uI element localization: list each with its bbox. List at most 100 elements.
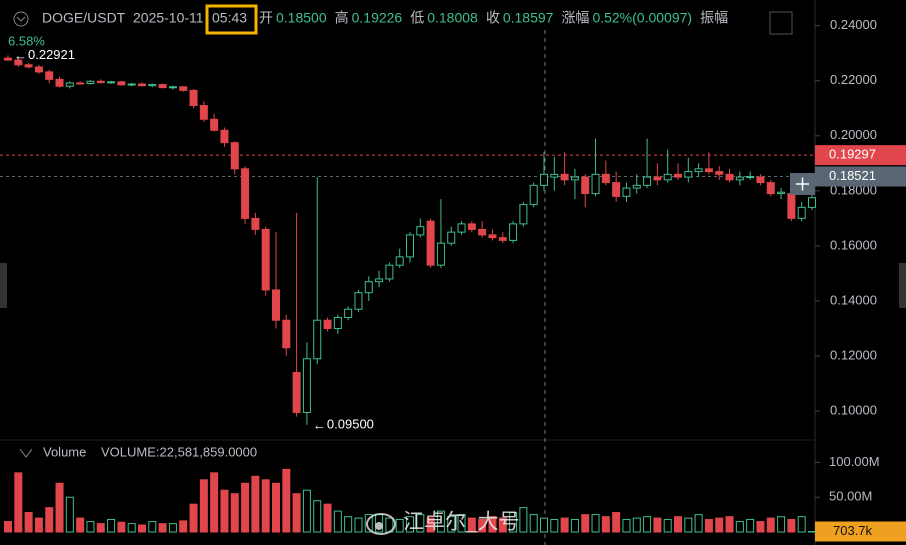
plot: 0.240000.220000.200000.180000.160000.140… bbox=[0, 17, 906, 542]
volume-bar bbox=[746, 518, 755, 533]
volume-bar bbox=[158, 523, 167, 533]
time: 05:43 bbox=[212, 10, 247, 26]
candle-body bbox=[756, 176, 765, 184]
legend-value: 0.52%(0.00097) bbox=[592, 10, 692, 26]
volume-bar bbox=[467, 517, 476, 533]
volume-bar bbox=[808, 531, 816, 533]
y-tick-label: 0.24000 bbox=[830, 17, 877, 32]
extreme-label: 0.09500 bbox=[327, 416, 374, 431]
volume-bar bbox=[148, 521, 157, 533]
left-tab[interactable] bbox=[0, 263, 7, 308]
volume-bar bbox=[663, 518, 672, 533]
candle-body bbox=[498, 237, 507, 241]
candle-body bbox=[168, 86, 177, 89]
volume-bar bbox=[540, 517, 548, 533]
candle-body bbox=[45, 71, 54, 80]
candle-body bbox=[570, 176, 579, 181]
volume-bar bbox=[735, 521, 744, 533]
candle-body bbox=[333, 316, 342, 329]
volume-badge bbox=[815, 521, 906, 542]
candle-body bbox=[674, 173, 682, 178]
date: 2025-10-11 bbox=[133, 10, 204, 26]
candle-body bbox=[467, 223, 476, 230]
volume-bar bbox=[581, 514, 590, 533]
candle-body bbox=[230, 142, 239, 170]
candle-body bbox=[684, 171, 693, 178]
candle-body bbox=[344, 308, 353, 318]
volume-bar bbox=[272, 482, 280, 533]
candle-body bbox=[591, 173, 600, 195]
volume-bar bbox=[436, 510, 445, 533]
legend-value: 0.19226 bbox=[352, 10, 403, 26]
volume-bar bbox=[292, 493, 301, 533]
legend-value: 0.18597 bbox=[503, 10, 554, 26]
volume-bar bbox=[313, 500, 322, 533]
candle-body bbox=[96, 80, 105, 84]
volume-bar bbox=[179, 520, 188, 533]
right-tab[interactable] bbox=[899, 263, 906, 308]
volume-bar bbox=[323, 503, 332, 533]
highlight-box bbox=[205, 4, 258, 35]
volume-bar bbox=[354, 517, 363, 533]
volume-bar bbox=[189, 503, 198, 533]
collapse-icon[interactable] bbox=[13, 11, 29, 27]
volume-bar bbox=[261, 479, 270, 533]
candle-body bbox=[282, 319, 291, 349]
volume-bar bbox=[715, 517, 724, 533]
candle-body bbox=[55, 78, 64, 87]
volume-bar bbox=[168, 523, 177, 533]
price-label: 0.18521 bbox=[829, 168, 876, 183]
candle-body bbox=[354, 292, 363, 310]
volume-bar bbox=[282, 468, 291, 533]
volume-bar bbox=[14, 472, 23, 533]
candle-body bbox=[715, 171, 724, 175]
candle-body bbox=[612, 182, 621, 197]
candle-body bbox=[313, 319, 322, 360]
volume-bar bbox=[395, 518, 404, 533]
candle-body bbox=[519, 204, 528, 225]
candle-body bbox=[787, 193, 796, 219]
candle-body bbox=[364, 281, 373, 294]
candle-body bbox=[529, 184, 538, 206]
candle-body bbox=[725, 173, 734, 181]
candle-body bbox=[261, 228, 270, 291]
volume-bar bbox=[704, 518, 713, 533]
volume-bar bbox=[498, 517, 507, 533]
volume-bar bbox=[210, 472, 219, 533]
candle-body bbox=[272, 289, 280, 321]
volume-bar bbox=[117, 521, 126, 533]
y-tick-label: 0.14000 bbox=[830, 292, 877, 307]
candle-body bbox=[560, 173, 569, 181]
volume-bar bbox=[4, 521, 12, 533]
volume-title: Volume bbox=[43, 444, 86, 459]
candle-body bbox=[302, 358, 311, 413]
candle-body bbox=[436, 242, 445, 266]
candle-body bbox=[777, 191, 786, 195]
volume-bar bbox=[560, 517, 569, 533]
volume-bar bbox=[45, 507, 54, 533]
volume-bar bbox=[76, 517, 85, 533]
candle-body bbox=[375, 278, 384, 283]
expand-button[interactable] bbox=[769, 11, 793, 35]
price-label: 0.19297 bbox=[829, 147, 876, 162]
volume-bar bbox=[426, 517, 435, 533]
candle-body bbox=[117, 81, 126, 86]
candle-body bbox=[416, 226, 425, 236]
change-note: 6.58% bbox=[8, 33, 45, 48]
volume-bar bbox=[107, 518, 116, 533]
candle-body bbox=[158, 84, 167, 89]
candle-body bbox=[148, 84, 157, 87]
legend-label: 低 bbox=[410, 10, 424, 26]
candle-body bbox=[385, 264, 394, 280]
extreme-label: 0.22921 bbox=[28, 47, 75, 62]
candle-body bbox=[797, 206, 806, 219]
candle-body bbox=[138, 83, 146, 87]
price-badge bbox=[815, 145, 906, 166]
volume-bar bbox=[684, 517, 693, 533]
ohlc-legend: 开 0.18500 高 0.19226 低 0.18008 收 0.18597 涨幅 0.52%(… bbox=[259, 10, 728, 26]
candle-body bbox=[457, 223, 466, 233]
candle-body bbox=[766, 182, 775, 195]
volume-bar bbox=[457, 514, 466, 533]
volume-bar bbox=[24, 512, 33, 533]
